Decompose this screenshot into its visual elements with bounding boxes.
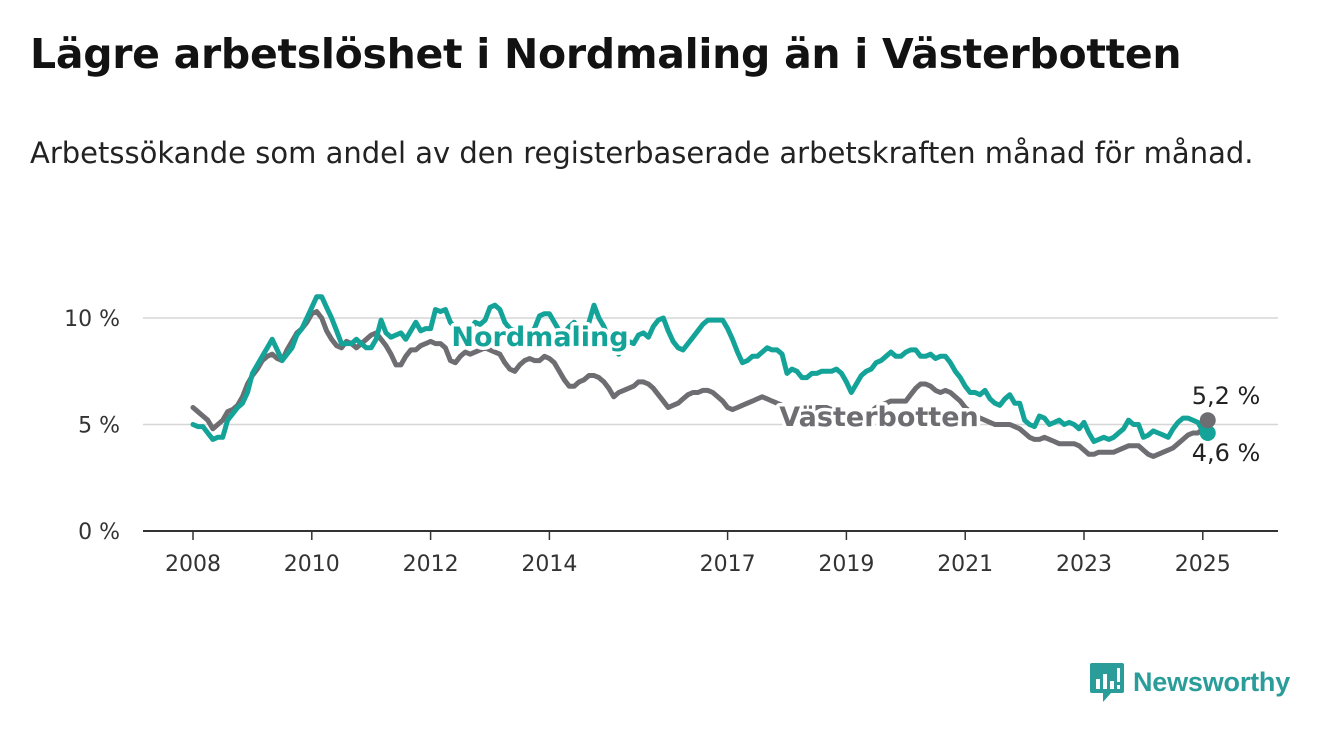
chart-subtitle: Arbetssökande som andel av den registerb…: [30, 136, 1254, 170]
y-tick-label: 0 %: [78, 520, 120, 545]
x-tick-label: 2019: [818, 552, 874, 577]
chart-title: Lägre arbetslöshet i Nordmaling än i Väs…: [30, 30, 1182, 78]
y-axis-tick-labels: 0 % 5 % 10 %: [64, 307, 120, 545]
series-label-nordmaling: Nordmaling: [451, 322, 628, 353]
series-label-vasterbotten: Västerbotten: [779, 402, 978, 433]
y-tick-label: 5 %: [78, 414, 120, 439]
series-labels: Nordmaling Västerbotten 5,2 % 4,6 %: [448, 319, 1264, 471]
x-axis: 2008 2010 2012 2014 2017 2019 2021 2023 2025: [143, 530, 1278, 577]
x-tick-label: 2014: [521, 552, 577, 577]
series-lines: [190, 294, 1216, 459]
end-point-marker: [1199, 425, 1216, 442]
x-tick-label: 2008: [165, 552, 221, 577]
bar-chart-logo-icon: [1090, 663, 1124, 702]
gridlines: [143, 317, 1278, 426]
brand-name: Newsworthy: [1133, 666, 1291, 697]
x-tick-label: 2017: [700, 552, 756, 577]
x-tick-label: 2021: [937, 552, 993, 577]
newsworthy-brand[interactable]: Newsworthy: [1089, 661, 1290, 703]
end-value-label: 4,6 %: [1192, 439, 1261, 467]
x-tick-label: 2010: [284, 552, 340, 577]
end-point-marker: [1199, 412, 1216, 429]
series-line-nordmaling: [190, 294, 1211, 444]
x-tick-label: 2023: [1056, 552, 1112, 577]
end-value-label: 5,2 %: [1192, 382, 1261, 410]
series-line-västerbotten: [190, 309, 1211, 459]
x-tick-label: 2012: [403, 552, 459, 577]
x-tick-label: 2025: [1175, 552, 1231, 577]
y-tick-label: 10 %: [64, 307, 120, 332]
